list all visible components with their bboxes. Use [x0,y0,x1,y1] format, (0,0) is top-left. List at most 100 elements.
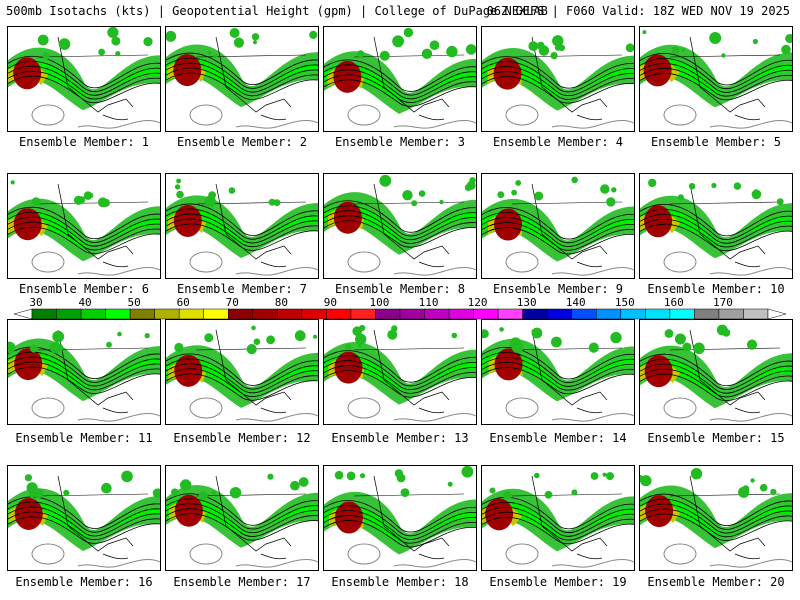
wind-patch [228,187,236,194]
height-contour [482,516,634,545]
jet-max [643,54,672,87]
member-label: Ensemble Member: 5 [650,135,782,149]
height-contour [324,360,476,391]
caribbean-coast [102,114,129,121]
jet-max [485,498,514,531]
height-contour [640,363,792,394]
colorbar-swatch [80,308,106,320]
height-contour [324,355,476,387]
wind-patch [334,470,344,480]
ensemble-panel [639,319,793,425]
caribbean-coast [102,553,129,560]
border-line [669,201,781,205]
wind-patch [721,53,726,58]
wind-patch [509,337,522,349]
height-contour [324,500,476,533]
wind-patch [709,32,722,44]
coastline [689,329,766,406]
low-height-contour [77,267,160,276]
ensemble-panel [165,465,319,571]
ensemble-panel [165,26,319,132]
wind-patch [538,45,550,56]
isotach-map [324,324,476,422]
wind-patch [551,336,562,348]
wind-patch [253,338,261,345]
member-label: Ensemble Member: 15 [647,431,785,445]
height-contour [640,223,792,252]
border-line [511,54,623,58]
colorbar-tick-label: 70 [225,296,239,309]
product-title: 500mb Isotachs (kts) | Geopotential Heig… [6,4,548,18]
low-height-contour [347,397,381,419]
wind-patch [528,41,539,51]
colorbar-swatch [105,308,131,320]
wind-patch [107,27,119,38]
coastline [57,36,134,113]
colorbar-swatch [645,308,671,320]
wind-patch [111,36,121,46]
isotach-map [640,468,792,568]
wind-patch [180,479,192,491]
wind-patch [606,472,614,481]
wind-patch [101,482,112,494]
jet-max [334,501,363,534]
border-line [37,54,149,58]
jet-core [8,500,160,538]
jet-core [640,497,792,536]
height-contour [640,57,792,90]
caribbean-coast [260,114,287,121]
isotach-map [324,27,476,129]
height-contour [8,516,160,544]
coastline [373,329,450,406]
wind-patch [677,194,684,201]
wind-patch [42,52,50,60]
jet-max [334,351,363,384]
height-contour [166,503,318,534]
height-contour [166,72,318,100]
colorbar-tick-label: 120 [467,296,488,309]
wind-patch [469,177,476,184]
member-label: Ensemble Member: 4 [492,135,624,149]
wind-patch [461,466,474,478]
member-label: Ensemble Member: 12 [173,431,311,445]
wind-patch [421,48,433,59]
height-contour [640,67,792,97]
height-contour [8,511,160,541]
caribbean-coast [260,407,287,414]
wind-patch [552,35,564,47]
height-contour [166,223,318,251]
colorbar-tick-label: 170 [712,296,733,309]
member-label: Ensemble Member: 14 [489,431,627,445]
wind-patch [403,27,414,38]
colorbar-tick-label: 90 [323,296,338,309]
height-contour [166,513,318,541]
colorbar-swatch [473,308,499,320]
wind-patch [117,331,122,337]
height-contour [324,200,476,233]
height-contour [640,498,792,530]
height-contour [324,370,476,398]
wind-patch [345,344,352,351]
isotach-map [482,176,634,276]
jet-max [13,57,42,90]
wind-patch [213,53,218,59]
wind-patch [640,475,652,487]
isotach-map [166,473,318,568]
coastline [373,475,450,552]
colorbar-tick-label: 40 [78,296,92,309]
wind-patch [534,191,544,201]
height-contour [640,513,792,541]
height-contour [482,66,634,97]
height-contour [324,79,476,107]
wind-patch [642,30,647,35]
jet-core [324,204,476,242]
caribbean-coast [102,407,129,414]
wind-patch [29,344,39,353]
jet-max [174,354,203,387]
jet-max [494,348,523,381]
wind-patch [664,329,674,338]
ensemble-panel [481,173,635,279]
wind-patch [298,477,309,487]
wind-patch [446,45,458,58]
wind-patch [26,482,38,494]
